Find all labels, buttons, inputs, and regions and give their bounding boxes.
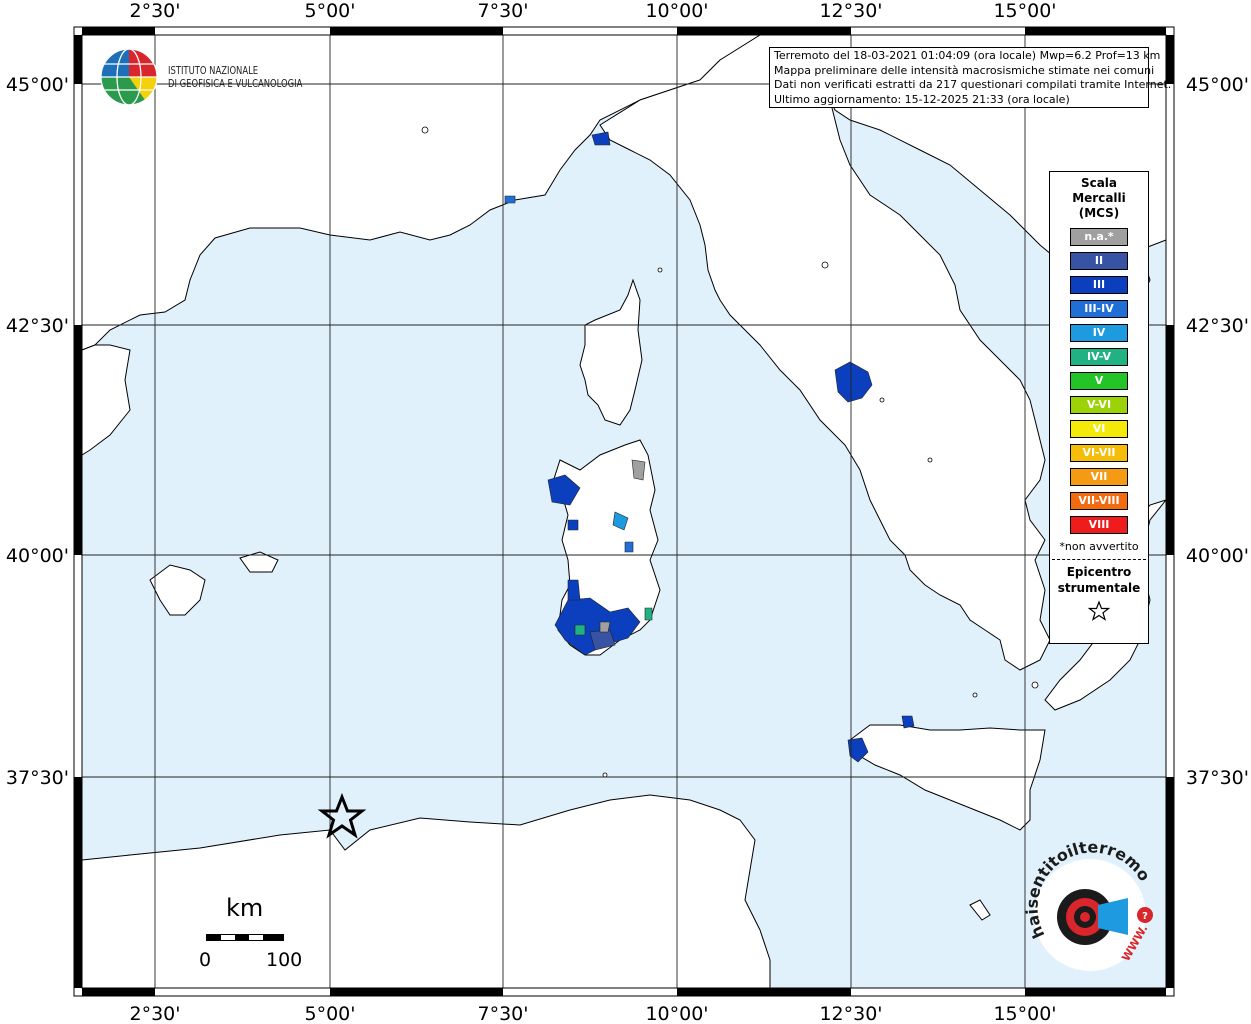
lon-tick: 12°30' — [819, 1003, 882, 1024]
legend-item: IV — [1070, 324, 1128, 342]
scale-bar-graphic — [206, 934, 284, 941]
patch-cefalu — [901, 715, 915, 729]
lat-tick: 40°00' — [6, 545, 69, 567]
lat-tick: 37°30' — [6, 767, 69, 789]
patch-cagliari — [554, 597, 641, 656]
scale-max: 100 — [266, 949, 303, 971]
legend-item: VI — [1070, 420, 1128, 438]
lon-tick: 5°00' — [305, 1003, 356, 1024]
lat-tick: 45°00' — [1186, 74, 1249, 96]
lon-ticks-top: 2°30' 5°00' 7°30' 10°00' 12°30' 15°00' — [130, 0, 1057, 22]
info-line-1: Terremoto del 18-03-2021 01:04:09 (ora l… — [774, 49, 1161, 62]
patch-rome — [834, 361, 873, 403]
ingv-logo-text: ISTITUTO NAZIONALE DI GEOFISICA E VULCAN… — [168, 64, 302, 90]
info-line-4: Ultimo aggiornamento: 15-12-2025 21:33 (… — [774, 92, 1070, 106]
lon-tick: 2°30' — [130, 1003, 181, 1024]
legend-note: *non avvertito — [1059, 540, 1139, 553]
legend-epicentre-label: Epicentro strumentale — [1057, 565, 1141, 595]
legend-item: n.a.* — [1070, 228, 1128, 246]
lat-ticks-right: 45°00' 42°30' 40°00' 37°30' — [1186, 74, 1249, 789]
land-sicily — [849, 724, 1046, 831]
intensity-patches — [504, 131, 915, 763]
ingv-globe-icon — [100, 48, 158, 106]
scale-unit: km — [226, 894, 264, 922]
mcs-legend: Scala Mercalli (MCS) n.a.* II III III-IV IV I… — [1049, 171, 1149, 644]
lat-tick: 42°30' — [1186, 315, 1249, 337]
info-line-2: Mappa preliminare delle intensità macros… — [774, 63, 1155, 77]
legend-title: Scala Mercalli (MCS) — [1072, 176, 1126, 220]
patch-iii-center — [624, 541, 634, 553]
lat-tick: 45°00' — [6, 74, 69, 96]
land-italy — [599, 34, 1167, 671]
patch-sassari — [547, 474, 581, 506]
lon-tick: 15°00' — [993, 0, 1056, 22]
lon-tick: 10°00' — [645, 1003, 708, 1024]
ingv-line2: DI GEOFISICA E VULCANOLOGIA — [168, 77, 303, 90]
legend-item: V-VI — [1070, 396, 1128, 414]
patch-oristano — [567, 519, 579, 531]
graticule — [82, 35, 1166, 988]
lat-tick: 40°00' — [1186, 545, 1249, 567]
lon-tick: 2°30' — [130, 0, 181, 22]
lon-tick: 15°00' — [993, 1003, 1056, 1024]
land-corsica — [579, 278, 643, 426]
lon-tick: 7°30' — [478, 1003, 529, 1024]
patch-na-south — [599, 621, 611, 633]
legend-items: n.a.* II III III-IV IV IV-V V V-VI VI VI-VII VII VI… — [1050, 228, 1148, 534]
scale-min: 0 — [199, 949, 212, 971]
ingv-line1: ISTITUTO NAZIONALE — [168, 64, 259, 77]
legend-item: VIII — [1070, 516, 1128, 534]
patch-iii-west — [567, 579, 581, 601]
lon-tick: 5°00' — [305, 0, 356, 22]
legend-item: II — [1070, 252, 1128, 270]
legend-item: V — [1070, 372, 1128, 390]
hsit-logo-icon: ? — [1034, 859, 1153, 971]
map-frame — [73, 26, 1175, 997]
patch-iv-v-east — [644, 607, 653, 621]
legend-item: III — [1070, 276, 1128, 294]
land-mallorca — [149, 564, 206, 616]
patch-palermo — [847, 737, 869, 763]
question-mark-icon — [1137, 907, 1153, 923]
legend-item: III-IV — [1070, 300, 1128, 318]
event-info-box: Terremoto del 18-03-2021 01:04:09 (ora l… — [769, 47, 1172, 108]
lat-tick: 42°30' — [6, 315, 69, 337]
patch-olbia-na — [631, 459, 646, 481]
svg-text:?: ? — [1142, 911, 1148, 922]
legend-star-icon — [1050, 600, 1148, 626]
lon-ticks-bottom: 2°30' 5°00' 7°30' 10°00' 12°30' 15°00' — [130, 1003, 1057, 1024]
legend-item: IV-V — [1070, 348, 1128, 366]
land-spain — [81, 344, 131, 456]
patch-genova — [591, 131, 611, 146]
legend-item: VII — [1070, 468, 1128, 486]
land-menorca — [239, 551, 279, 573]
patch-iv-v-west — [574, 624, 586, 636]
epicentre-star-icon — [317, 792, 367, 839]
patch-nice — [504, 195, 516, 204]
lat-ticks-left: 45°00' 42°30' 40°00' 37°30' — [6, 74, 69, 789]
lon-tick: 7°30' — [478, 0, 529, 22]
legend-item: VI-VII — [1070, 444, 1128, 462]
small-islands — [421, 126, 1039, 778]
patch-nuoro-iv — [612, 511, 629, 531]
legend-item: VII-VIII — [1070, 492, 1128, 510]
lon-tick: 12°30' — [819, 0, 882, 22]
land-malta — [969, 899, 991, 921]
lon-tick: 10°00' — [645, 0, 708, 22]
lat-tick: 37°30' — [1186, 767, 1249, 789]
info-line-3: Dati non verificati estratti da 217 ques… — [774, 78, 1172, 91]
legend-separator — [1052, 559, 1146, 560]
